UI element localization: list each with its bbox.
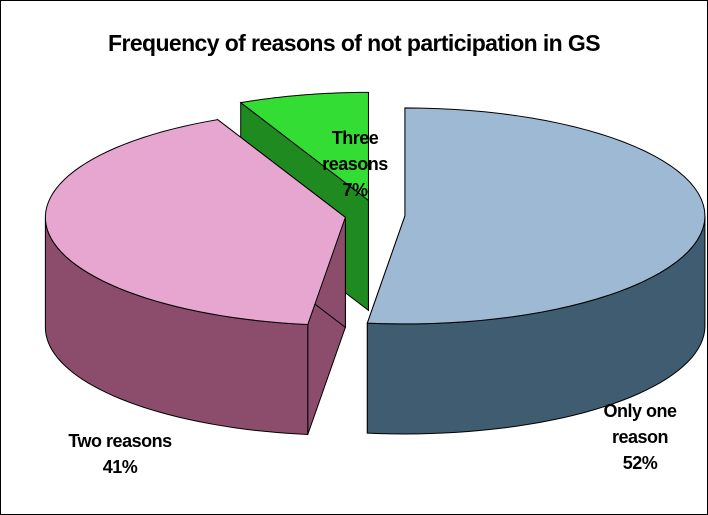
value-label: 52% [622, 453, 658, 473]
value-label: 7% [342, 180, 368, 200]
category-label: Only one reason [603, 401, 677, 447]
slice-label: Three reasons 7% [300, 125, 410, 203]
slice [239, 91, 369, 202]
slice-label: Only one reason 52% [575, 398, 705, 476]
category-label: Three reasons [322, 128, 388, 174]
chart-title: Frequency of reasons of not participatio… [108, 30, 601, 56]
slice [366, 107, 706, 325]
value-label: 41% [102, 457, 138, 477]
slice-label: Two reasons 41% [20, 428, 220, 480]
category-label: Two reasons [68, 431, 172, 451]
slice [44, 119, 346, 326]
